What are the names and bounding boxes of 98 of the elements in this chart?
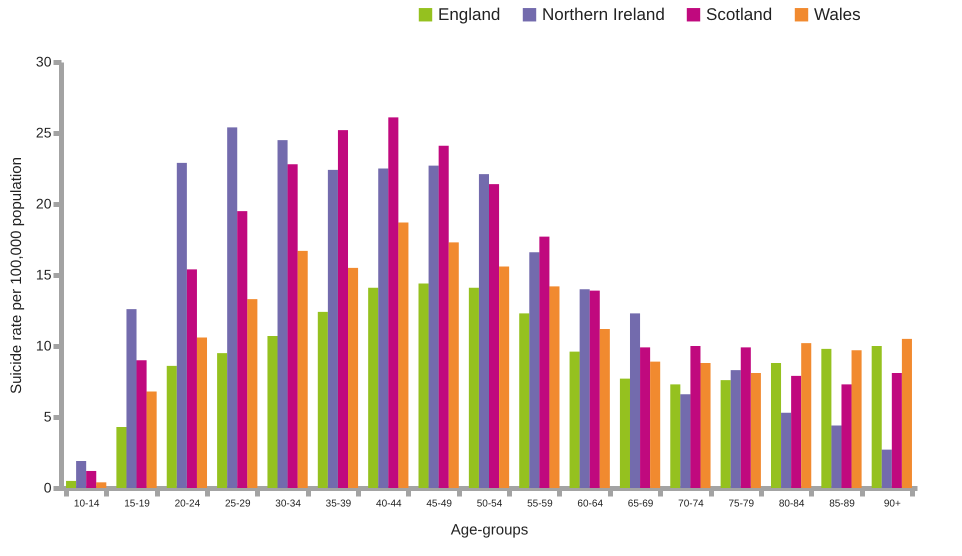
bar — [620, 378, 630, 488]
legend-label: England — [438, 4, 500, 24]
bar — [841, 384, 852, 488]
x-tick-label: 70-74 — [678, 498, 704, 510]
y-tick-label: 20 — [36, 196, 52, 212]
x-tick-label: 90+ — [884, 498, 901, 510]
y-tick-label: 5 — [44, 408, 52, 424]
bar — [630, 313, 640, 488]
bar — [146, 391, 157, 488]
bar — [86, 470, 96, 488]
bar — [489, 184, 500, 488]
bar — [700, 363, 711, 488]
bar — [781, 412, 792, 488]
bar — [580, 289, 590, 488]
bar — [378, 168, 388, 488]
x-tick-label: 65-69 — [628, 498, 654, 510]
bar — [831, 426, 842, 488]
bar — [126, 309, 137, 488]
x-tick-label: 75-79 — [728, 498, 754, 510]
bar — [267, 336, 278, 488]
x-tick-label: 40-44 — [376, 498, 402, 510]
bar — [821, 348, 832, 488]
bar — [902, 338, 912, 488]
y-tick-label: 10 — [36, 338, 52, 354]
bar — [478, 174, 489, 488]
bar — [348, 268, 358, 488]
bar — [852, 350, 862, 488]
bar — [468, 288, 479, 488]
bar — [318, 312, 328, 488]
x-tick-label: 35-39 — [326, 498, 352, 510]
x-tick-label: 30-34 — [275, 498, 302, 510]
bar — [872, 346, 882, 488]
bar — [428, 166, 439, 488]
x-tick-label: 25-29 — [224, 498, 251, 510]
bar — [328, 170, 338, 488]
bar — [680, 394, 690, 488]
x-tick-label: 50-54 — [476, 498, 503, 510]
bar — [650, 362, 660, 488]
x-tick-label: 45-49 — [426, 498, 452, 510]
bar — [237, 211, 248, 488]
bar — [539, 236, 550, 488]
x-tick-label: 20-24 — [174, 498, 201, 510]
bar — [247, 299, 258, 488]
bar — [388, 117, 398, 488]
bar — [136, 360, 147, 488]
bar — [448, 242, 459, 488]
bar — [116, 426, 126, 488]
y-tick-label: 0 — [44, 480, 52, 496]
bar — [791, 376, 802, 488]
legend-label: Northern Ireland — [542, 4, 665, 24]
bar — [499, 266, 510, 488]
bar — [368, 288, 378, 488]
bar — [640, 347, 650, 488]
bar — [770, 363, 782, 488]
bar — [519, 313, 530, 488]
legend-label: Scotland — [706, 4, 772, 24]
x-tick-label: 85-89 — [829, 498, 856, 510]
bar — [176, 162, 187, 488]
bar — [720, 380, 731, 488]
x-axis-title: Age-groups — [450, 522, 528, 538]
y-tick-label: 30 — [36, 54, 52, 70]
bar — [66, 480, 76, 488]
bar — [196, 337, 208, 488]
bar — [186, 269, 197, 488]
y-tick-label: 25 — [36, 124, 52, 140]
bar — [438, 146, 449, 488]
x-tick-label: 10-14 — [74, 498, 100, 510]
bar — [76, 461, 86, 488]
bar — [398, 222, 408, 488]
x-tick-label: 60-64 — [577, 498, 604, 510]
bar — [690, 346, 700, 488]
bar — [600, 328, 610, 488]
bar — [590, 290, 600, 488]
bar — [730, 370, 741, 488]
bar — [570, 352, 580, 488]
bar — [892, 372, 902, 488]
y-tick-label: 15 — [36, 266, 52, 282]
x-tick-label: 80-84 — [778, 498, 805, 510]
bar — [670, 384, 680, 488]
bar — [418, 284, 429, 488]
bar — [96, 482, 106, 488]
x-tick-label: 15-19 — [124, 498, 150, 510]
legend-label: Wales — [814, 4, 861, 24]
bar — [882, 450, 892, 488]
bar — [298, 250, 308, 488]
bar — [338, 130, 348, 488]
bar — [549, 286, 560, 488]
bar — [801, 343, 812, 488]
bar — [166, 366, 177, 488]
x-tick-label: 55-59 — [527, 498, 554, 510]
bar — [288, 164, 298, 488]
bar — [740, 347, 751, 488]
bar — [529, 252, 540, 488]
y-axis-title: Suicide rate per 100,000 population — [8, 157, 25, 394]
bar — [217, 353, 228, 488]
bar — [278, 140, 288, 488]
bar — [750, 372, 761, 488]
bar — [227, 127, 238, 488]
